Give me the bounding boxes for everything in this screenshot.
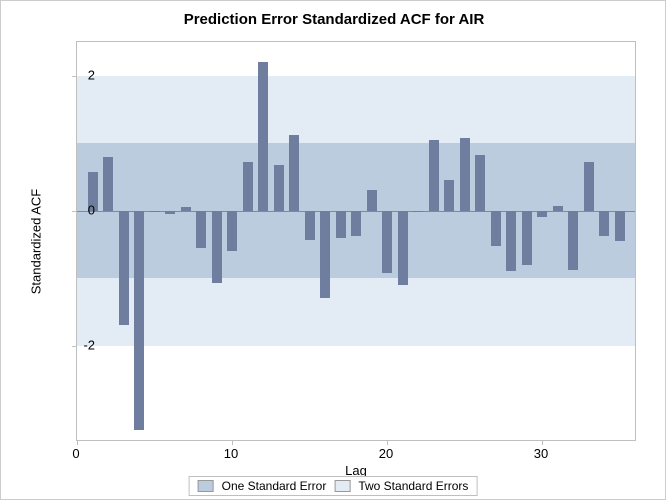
acf-bar <box>460 138 470 210</box>
acf-bar <box>289 135 299 211</box>
x-tick <box>77 440 78 445</box>
acf-bar <box>274 165 284 210</box>
acf-bar <box>475 155 485 211</box>
chart-title: Prediction Error Standardized ACF for AI… <box>1 11 666 28</box>
x-tick-label: 20 <box>379 446 393 461</box>
acf-bar <box>103 157 113 211</box>
acf-bar <box>615 211 625 241</box>
acf-bar <box>258 62 268 210</box>
legend-label: Two Standard Errors <box>358 479 468 493</box>
legend-swatch <box>198 480 214 492</box>
acf-bar <box>227 211 237 251</box>
acf-bar <box>537 211 547 218</box>
x-tick <box>387 440 388 445</box>
y-tick-label: 2 <box>70 67 95 82</box>
legend: One Standard Error Two Standard Errors <box>189 476 478 496</box>
acf-bar <box>584 162 594 211</box>
acf-bar <box>336 211 346 238</box>
acf-bar <box>119 211 129 326</box>
y-axis-label-wrap: Standardized ACF <box>26 41 46 441</box>
acf-bar <box>506 211 516 272</box>
acf-bar <box>367 190 377 210</box>
acf-bar <box>134 211 144 430</box>
acf-bar <box>491 211 501 246</box>
acf-bar <box>305 211 315 240</box>
acf-bar <box>553 206 563 211</box>
y-tick-label: -2 <box>70 337 95 352</box>
acf-bar <box>599 211 609 237</box>
acf-bar <box>196 211 206 248</box>
acf-bar <box>243 162 253 211</box>
acf-bar <box>165 211 175 214</box>
x-tick <box>232 440 233 445</box>
acf-bar <box>351 211 361 237</box>
acf-bar <box>522 211 532 265</box>
acf-bar <box>568 211 578 270</box>
x-tick-label: 30 <box>534 446 548 461</box>
acf-bar <box>212 211 222 284</box>
acf-bar <box>444 180 454 210</box>
chart-container: Prediction Error Standardized ACF for AI… <box>0 0 666 500</box>
plot-area <box>76 41 636 441</box>
acf-bar <box>382 211 392 274</box>
x-tick-label: 0 <box>72 446 79 461</box>
x-tick-label: 10 <box>224 446 238 461</box>
acf-bar <box>150 211 160 212</box>
acf-bar <box>429 140 439 211</box>
acf-bar <box>398 211 408 285</box>
acf-bar <box>181 207 191 210</box>
legend-swatch <box>334 480 350 492</box>
acf-bar <box>413 211 423 212</box>
x-tick <box>542 440 543 445</box>
y-tick-label: 0 <box>70 202 95 217</box>
y-axis-label: Standardized ACF <box>29 188 44 294</box>
legend-label: One Standard Error <box>222 479 327 493</box>
acf-bar <box>320 211 330 299</box>
